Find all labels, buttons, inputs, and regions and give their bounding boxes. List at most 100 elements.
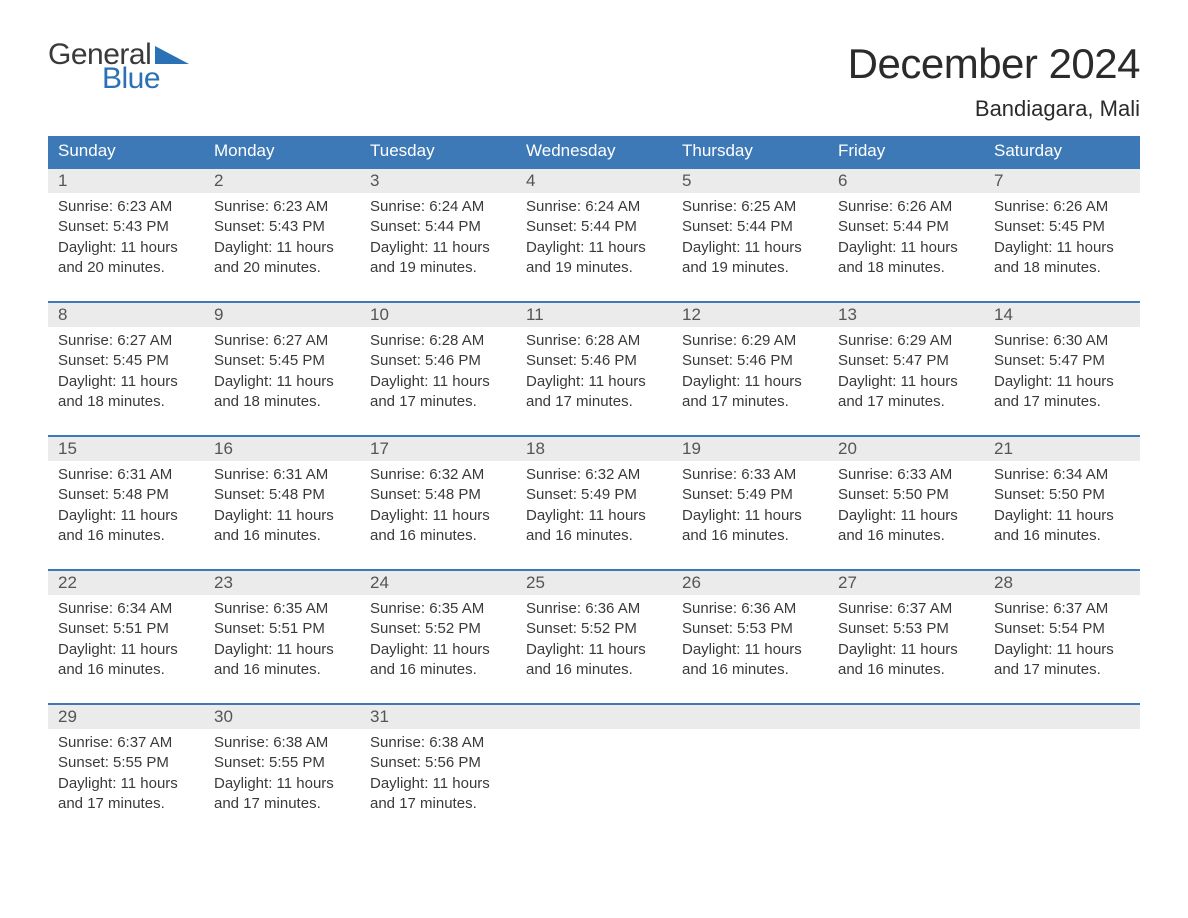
daylight-line1: Daylight: 11 hours: [370, 238, 506, 258]
daylight-line2: and 16 minutes.: [370, 526, 506, 546]
day-cell: Sunrise: 6:31 AMSunset: 5:48 PMDaylight:…: [204, 461, 360, 555]
weeks-container: 1234567Sunrise: 6:23 AMSunset: 5:43 PMDa…: [48, 167, 1140, 823]
day-cell: Sunrise: 6:23 AMSunset: 5:43 PMDaylight:…: [48, 193, 204, 287]
day-number: 19: [672, 437, 828, 461]
logo: General Blue: [48, 40, 189, 94]
daylight-line1: Daylight: 11 hours: [214, 506, 350, 526]
day-cell: Sunrise: 6:36 AMSunset: 5:52 PMDaylight:…: [516, 595, 672, 689]
daylight-line2: and 17 minutes.: [994, 392, 1130, 412]
day-number: 15: [48, 437, 204, 461]
daynum-band: 293031: [48, 705, 1140, 729]
sunrise-text: Sunrise: 6:26 AM: [838, 197, 974, 217]
day-number: [984, 705, 1140, 729]
dow-cell: Monday: [204, 136, 360, 167]
day-cell: [672, 729, 828, 823]
sunset-text: Sunset: 5:44 PM: [838, 217, 974, 237]
sunrise-text: Sunrise: 6:28 AM: [370, 331, 506, 351]
sunset-text: Sunset: 5:53 PM: [838, 619, 974, 639]
daylight-line2: and 17 minutes.: [214, 794, 350, 814]
day-cell: [984, 729, 1140, 823]
sunset-text: Sunset: 5:47 PM: [994, 351, 1130, 371]
day-number: 2: [204, 169, 360, 193]
daynum-band: 15161718192021: [48, 437, 1140, 461]
daylight-line1: Daylight: 11 hours: [838, 640, 974, 660]
daylight-line1: Daylight: 11 hours: [58, 238, 194, 258]
daylight-line1: Daylight: 11 hours: [214, 774, 350, 794]
day-number: 11: [516, 303, 672, 327]
daylight-line1: Daylight: 11 hours: [838, 372, 974, 392]
day-number: 6: [828, 169, 984, 193]
title-block: December 2024 Bandiagara, Mali: [848, 40, 1140, 122]
day-cell: Sunrise: 6:29 AMSunset: 5:47 PMDaylight:…: [828, 327, 984, 421]
daylight-line1: Daylight: 11 hours: [526, 372, 662, 392]
sunrise-text: Sunrise: 6:38 AM: [214, 733, 350, 753]
daylight-line1: Daylight: 11 hours: [526, 640, 662, 660]
sunset-text: Sunset: 5:51 PM: [214, 619, 350, 639]
dow-cell: Friday: [828, 136, 984, 167]
daylight-line1: Daylight: 11 hours: [682, 238, 818, 258]
sunset-text: Sunset: 5:46 PM: [682, 351, 818, 371]
daylight-line2: and 16 minutes.: [682, 526, 818, 546]
sunset-text: Sunset: 5:44 PM: [370, 217, 506, 237]
sunrise-text: Sunrise: 6:30 AM: [994, 331, 1130, 351]
daylight-line1: Daylight: 11 hours: [58, 506, 194, 526]
sunrise-text: Sunrise: 6:31 AM: [214, 465, 350, 485]
calendar: SundayMondayTuesdayWednesdayThursdayFrid…: [48, 136, 1140, 823]
daylight-line1: Daylight: 11 hours: [58, 640, 194, 660]
daylight-line2: and 16 minutes.: [682, 660, 818, 680]
daylight-line1: Daylight: 11 hours: [214, 372, 350, 392]
sunrise-text: Sunrise: 6:37 AM: [838, 599, 974, 619]
dow-cell: Thursday: [672, 136, 828, 167]
day-number: 12: [672, 303, 828, 327]
daylight-line2: and 17 minutes.: [994, 660, 1130, 680]
sunrise-text: Sunrise: 6:32 AM: [370, 465, 506, 485]
sunset-text: Sunset: 5:56 PM: [370, 753, 506, 773]
day-number: 20: [828, 437, 984, 461]
day-cell: Sunrise: 6:36 AMSunset: 5:53 PMDaylight:…: [672, 595, 828, 689]
daylight-line2: and 16 minutes.: [994, 526, 1130, 546]
sunset-text: Sunset: 5:48 PM: [370, 485, 506, 505]
daylight-line2: and 16 minutes.: [214, 526, 350, 546]
sunset-text: Sunset: 5:53 PM: [682, 619, 818, 639]
daylight-line1: Daylight: 11 hours: [994, 238, 1130, 258]
sunrise-text: Sunrise: 6:24 AM: [526, 197, 662, 217]
day-number: 13: [828, 303, 984, 327]
day-number: 9: [204, 303, 360, 327]
day-number: 27: [828, 571, 984, 595]
daylight-line1: Daylight: 11 hours: [994, 506, 1130, 526]
day-number: 24: [360, 571, 516, 595]
sunrise-text: Sunrise: 6:29 AM: [682, 331, 818, 351]
daylight-line1: Daylight: 11 hours: [838, 506, 974, 526]
day-number: 5: [672, 169, 828, 193]
daylight-line2: and 16 minutes.: [214, 660, 350, 680]
daylight-line1: Daylight: 11 hours: [370, 640, 506, 660]
day-cell: Sunrise: 6:28 AMSunset: 5:46 PMDaylight:…: [516, 327, 672, 421]
daylight-line2: and 18 minutes.: [838, 258, 974, 278]
daylight-line2: and 18 minutes.: [214, 392, 350, 412]
day-cell: Sunrise: 6:34 AMSunset: 5:51 PMDaylight:…: [48, 595, 204, 689]
sunrise-text: Sunrise: 6:34 AM: [58, 599, 194, 619]
daylight-line1: Daylight: 11 hours: [994, 372, 1130, 392]
daylight-line1: Daylight: 11 hours: [526, 506, 662, 526]
day-cell: Sunrise: 6:26 AMSunset: 5:45 PMDaylight:…: [984, 193, 1140, 287]
daylight-line2: and 16 minutes.: [526, 526, 662, 546]
day-cell: Sunrise: 6:38 AMSunset: 5:55 PMDaylight:…: [204, 729, 360, 823]
day-number: 17: [360, 437, 516, 461]
daylight-line2: and 17 minutes.: [58, 794, 194, 814]
day-number: 25: [516, 571, 672, 595]
day-number: 3: [360, 169, 516, 193]
daylight-line2: and 20 minutes.: [58, 258, 194, 278]
day-cell: Sunrise: 6:33 AMSunset: 5:50 PMDaylight:…: [828, 461, 984, 555]
week-row: 22232425262728Sunrise: 6:34 AMSunset: 5:…: [48, 569, 1140, 689]
daylight-line1: Daylight: 11 hours: [214, 640, 350, 660]
daylight-line2: and 16 minutes.: [58, 526, 194, 546]
sunrise-text: Sunrise: 6:36 AM: [682, 599, 818, 619]
daylight-line2: and 16 minutes.: [526, 660, 662, 680]
daylight-line2: and 17 minutes.: [838, 392, 974, 412]
location: Bandiagara, Mali: [848, 96, 1140, 122]
sunset-text: Sunset: 5:44 PM: [682, 217, 818, 237]
daylight-line2: and 16 minutes.: [838, 526, 974, 546]
daylight-line1: Daylight: 11 hours: [58, 372, 194, 392]
day-number: 21: [984, 437, 1140, 461]
day-number: 29: [48, 705, 204, 729]
